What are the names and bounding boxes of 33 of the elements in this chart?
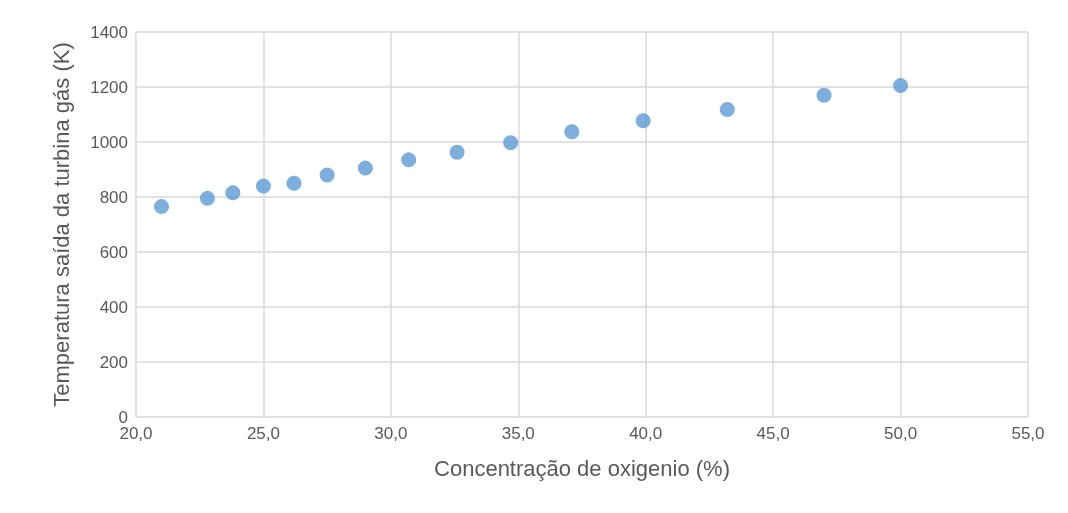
x-tick-label: 25,0 — [246, 424, 280, 443]
y-tick-label: 800 — [99, 187, 128, 207]
point — [255, 178, 271, 194]
point — [357, 160, 373, 176]
point — [199, 190, 215, 206]
point — [893, 78, 909, 94]
y-tick-label: 400 — [99, 297, 128, 317]
point — [816, 87, 832, 103]
y-axis-title: Temperatura saída da turbina gás (K) — [48, 42, 74, 407]
point — [449, 144, 465, 160]
x-tick-label: 45,0 — [756, 424, 790, 443]
x-tick-label: 20,0 — [119, 424, 153, 443]
y-tick-label: 1000 — [90, 132, 128, 152]
point — [564, 124, 580, 140]
y-tick-label: 1200 — [90, 77, 128, 97]
point — [635, 113, 651, 129]
x-axis-title: Concentração de oxigenio (%) — [434, 455, 730, 481]
y-tick-label: 600 — [99, 242, 128, 262]
y-tick-label: 1400 — [90, 22, 128, 42]
point — [503, 135, 519, 151]
x-tick-label: 50,0 — [884, 424, 918, 443]
point — [225, 185, 241, 201]
y-tick-label: 200 — [99, 352, 128, 372]
y-tick-label: 0 — [118, 407, 128, 427]
point — [154, 199, 169, 215]
point — [319, 167, 335, 183]
x-tick-label: 55,0 — [1011, 424, 1045, 443]
x-tick-label: 35,0 — [501, 424, 535, 443]
point — [286, 175, 302, 191]
x-tick-label: 30,0 — [374, 424, 408, 443]
point — [719, 102, 735, 118]
x-tick-label: 40,0 — [629, 424, 663, 443]
point — [401, 152, 417, 168]
